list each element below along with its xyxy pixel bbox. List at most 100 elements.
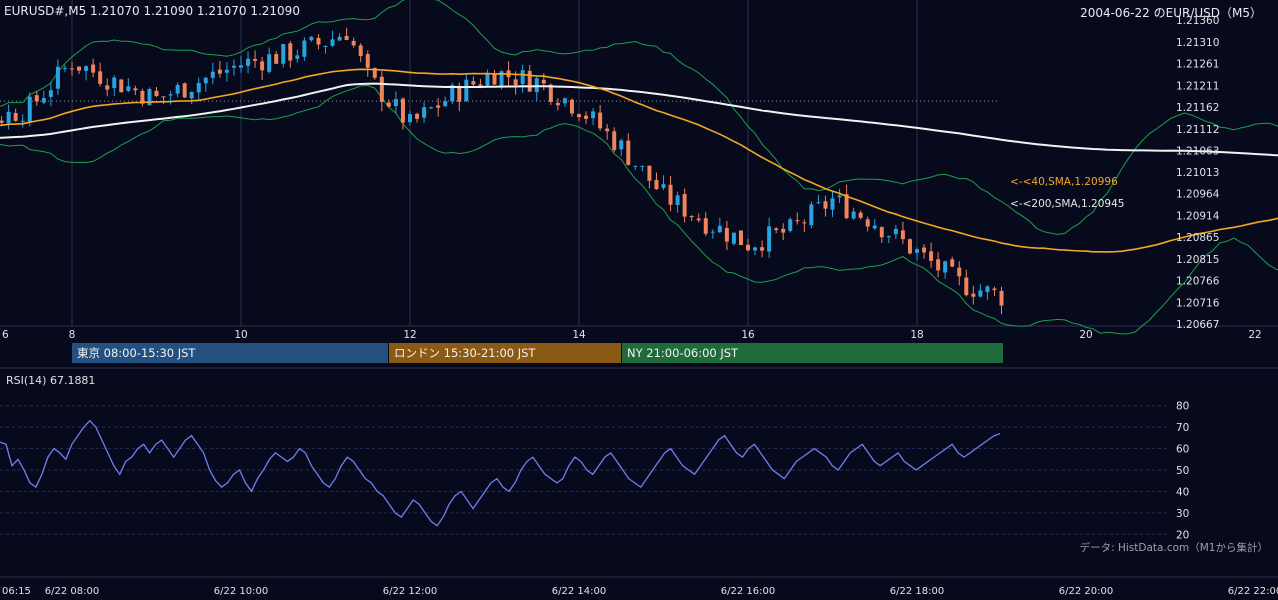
candle-body <box>717 225 722 233</box>
candle-body <box>929 251 934 261</box>
candle-body <box>985 286 990 292</box>
candle-body <box>562 98 567 104</box>
candle-body <box>837 195 842 198</box>
candle-body <box>830 198 835 210</box>
candle-body <box>84 66 89 71</box>
time-tick-label: 6/22 14:00 <box>552 586 606 597</box>
candle-body <box>55 66 60 89</box>
candle-body <box>802 222 807 224</box>
candle-body <box>260 61 265 71</box>
candle-body <box>344 35 349 40</box>
candle-body <box>41 98 46 103</box>
candle-body <box>70 68 74 70</box>
candle-body <box>316 37 321 45</box>
candle-body <box>408 114 412 123</box>
price-tick-label: 1.21211 <box>1176 80 1219 92</box>
candle-body <box>978 290 983 297</box>
candle-body <box>957 267 962 277</box>
candle-body <box>288 43 293 61</box>
candle-body <box>13 113 18 121</box>
candle-body <box>865 219 870 227</box>
candle-body <box>760 247 765 251</box>
price-tick-label: 1.20865 <box>1176 232 1219 244</box>
candle-body <box>471 81 476 85</box>
candle-body <box>548 84 553 102</box>
candle-body <box>337 36 342 41</box>
candle-body <box>689 216 694 218</box>
candle-body <box>950 259 955 267</box>
candle-body <box>767 226 772 252</box>
candle-body <box>788 219 793 231</box>
candle-body <box>175 84 180 94</box>
price-tick-label: 1.21360 <box>1176 15 1219 27</box>
candle-body <box>492 74 497 85</box>
candle-body <box>513 79 518 86</box>
price-tick-label: 1.20815 <box>1176 254 1219 266</box>
price-tick-label: 1.21261 <box>1176 58 1219 70</box>
price-tick-label: 1.20716 <box>1176 298 1220 310</box>
candle-body <box>147 89 152 106</box>
rsi-line <box>0 419 1001 527</box>
candle-body <box>654 179 659 190</box>
candle-body <box>464 79 469 102</box>
candle-body <box>569 99 574 114</box>
candle-body <box>738 230 743 246</box>
candle-body <box>119 79 124 93</box>
candle-body <box>795 220 800 222</box>
candle-body <box>612 131 617 151</box>
session-tokyo: 東京 08:00-15:30 JST <box>72 343 388 363</box>
candle-body <box>964 277 969 296</box>
candle-body <box>633 165 638 167</box>
candle-body <box>900 230 905 240</box>
bollinger-upper <box>0 0 1278 235</box>
candle-body <box>753 247 758 251</box>
sma200-line <box>0 82 1278 157</box>
candle-body <box>302 40 307 57</box>
hour-tick-label: 16 <box>741 329 755 341</box>
candle-body <box>274 54 279 64</box>
candle-body <box>591 111 596 119</box>
time-tick-label: 06:15 <box>2 586 31 597</box>
candle-body <box>915 249 919 253</box>
candle-body <box>851 211 856 219</box>
symbol-header: EURUSD#,M5 1.21070 1.21090 1.21070 1.210… <box>4 4 300 18</box>
candle-body <box>922 247 927 253</box>
rsi-tick-label: 30 <box>1176 508 1189 520</box>
candle-body <box>161 96 166 98</box>
session-ny: NY 21:00-06:00 JST <box>622 343 1003 363</box>
candle-body <box>422 107 427 118</box>
candle-body <box>358 45 363 57</box>
candle-body <box>323 46 328 48</box>
candle-body <box>886 236 891 238</box>
price-tick-label: 1.21162 <box>1176 102 1219 114</box>
time-tick-label: 6/22 10:00 <box>214 586 268 597</box>
candle-body <box>647 165 652 181</box>
sma40-line <box>0 68 1278 253</box>
candle-body <box>816 202 821 204</box>
candle-body <box>879 227 884 238</box>
sma200-label: <-<200,SMA,1.20945 <box>1010 198 1124 210</box>
candle-body <box>330 39 335 46</box>
candle-body <box>943 261 948 273</box>
candle-body <box>400 98 405 123</box>
price-tick-label: 1.20964 <box>1176 189 1220 201</box>
candle-body <box>98 71 103 84</box>
candle-body <box>379 76 384 102</box>
candle-body <box>499 71 504 87</box>
price-tick-label: 1.21112 <box>1176 124 1219 136</box>
candle-body <box>429 107 434 109</box>
candle-body <box>893 228 898 235</box>
candle-body <box>239 65 243 68</box>
candle-body <box>0 120 4 123</box>
candle-body <box>105 85 110 90</box>
time-tick-label: 6/22 12:00 <box>383 586 437 597</box>
hour-tick-label: 10 <box>234 329 247 341</box>
candle-body <box>858 212 863 218</box>
candle-body <box>62 68 67 70</box>
candle-body <box>682 194 687 217</box>
data-source-note: データ: HistData.com（M1から集計） <box>1079 542 1268 554</box>
candle-body <box>478 84 483 87</box>
candle-body <box>6 111 11 124</box>
candle-body <box>231 65 236 68</box>
